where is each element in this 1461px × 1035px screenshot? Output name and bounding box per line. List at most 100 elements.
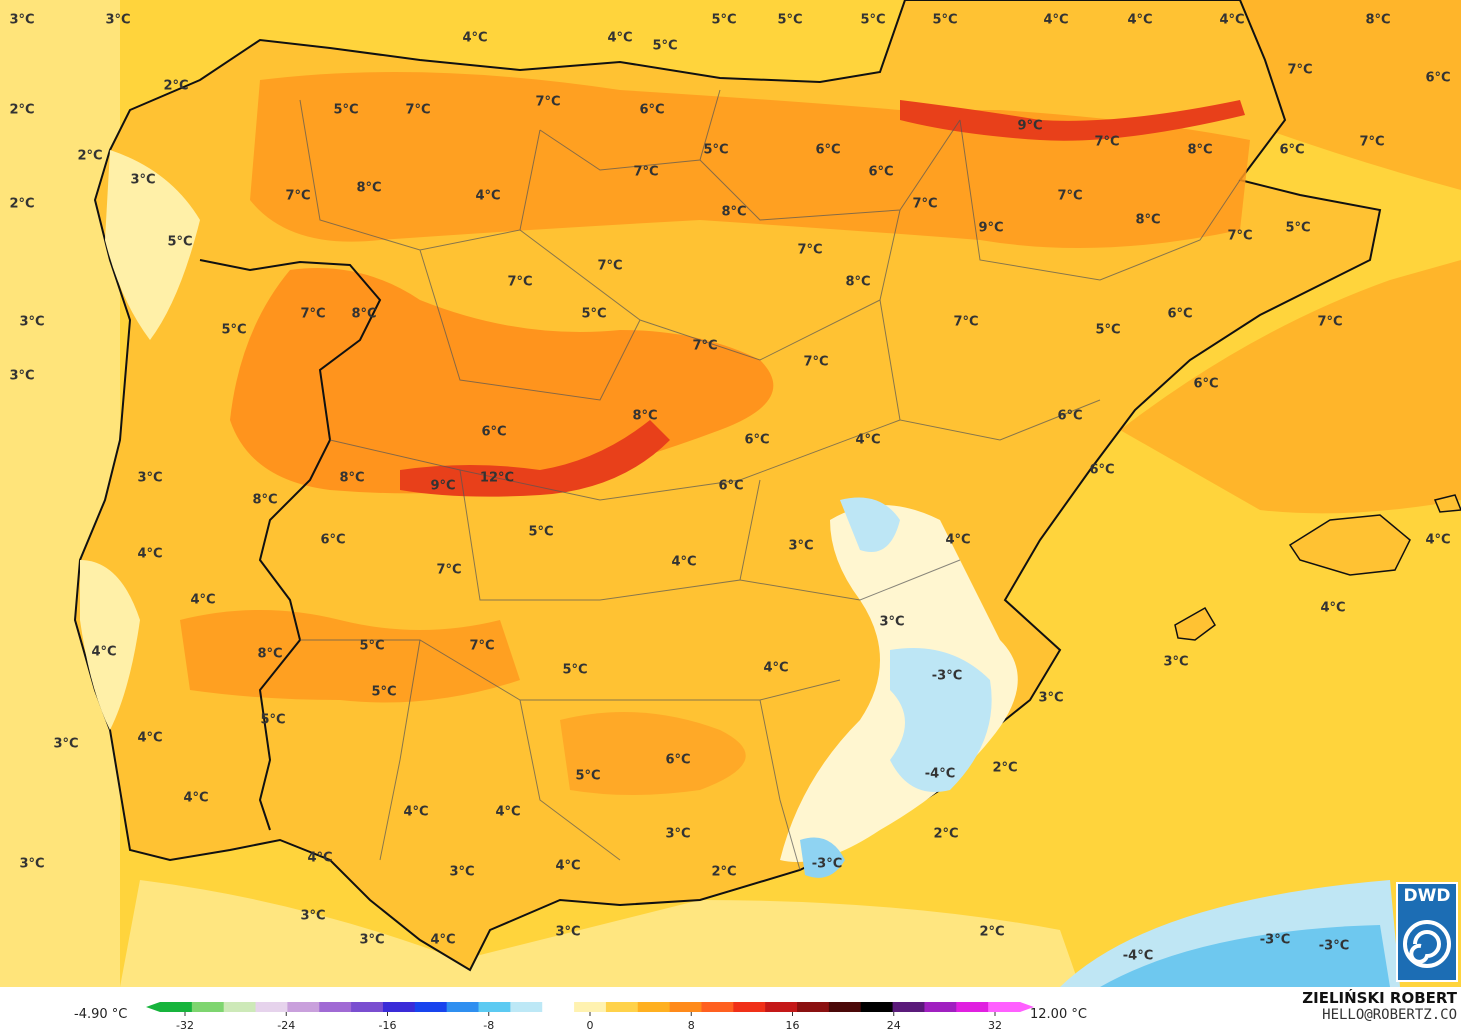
temperature-label: 7°C [1094,134,1120,150]
atlantic-sea [0,0,120,987]
temperature-label: 3°C [1163,654,1189,670]
temperature-label: 9°C [978,220,1004,236]
temperature-label: 9°C [430,478,456,494]
temperature-label: 8°C [252,492,278,508]
colorbar-segment [860,1002,894,1012]
temperature-label: 4°C [430,932,456,948]
temperature-label: 4°C [462,30,488,46]
temperature-label: 4°C [137,730,163,746]
cool-zone-galicia-coast [105,150,200,340]
temperature-label: 7°C [597,258,623,274]
colorbar-segment [733,1002,766,1012]
colorbar-max-arrow [1020,1002,1034,1012]
colorbar-segment [287,1002,320,1012]
temperature-label: 8°C [339,470,365,486]
temperature-label: 7°C [692,338,718,354]
cold-patch-valencia [840,497,900,552]
temperature-label: 3°C [19,314,45,330]
temperature-label: 3°C [9,368,35,384]
temperature-label: 6°C [1193,376,1219,392]
temperature-label: 6°C [320,532,346,548]
temperature-label: 7°C [1057,188,1083,204]
colorbar-tick-label: -8 [483,1019,494,1032]
temperature-label: 2°C [979,924,1005,940]
temperature-label: 8°C [721,204,747,220]
temperature-label: 8°C [1365,12,1391,28]
temperature-label: 7°C [469,638,495,654]
temperature-label: 7°C [797,242,823,258]
temperature-label: -3°C [931,668,963,684]
temperature-label: 3°C [19,856,45,872]
colorbar-segment [574,1002,607,1012]
temperature-label: 7°C [285,188,311,204]
regional-borders [299,89,1241,871]
temperature-label: 2°C [933,826,959,842]
colorbar-segment [382,1002,416,1012]
temperature-label: 7°C [1287,62,1313,78]
colorbar-segment [765,1002,798,1012]
temperature-label: 3°C [137,470,163,486]
menorca [1433,494,1461,513]
colorbar-segment [510,1002,543,1012]
temperature-label: 7°C [633,164,659,180]
colorbar-segment [956,1002,989,1012]
colorbar-segment [605,1002,639,1012]
temperature-label: 4°C [1043,12,1069,28]
temperature-label: 7°C [300,306,326,322]
temperature-label: 8°C [1187,142,1213,158]
temperature-label: 6°C [868,164,894,180]
temperature-label: 7°C [436,562,462,578]
ibiza [1174,606,1216,641]
colorbar-segment [701,1002,734,1012]
temperature-label: 5°C [528,524,554,540]
temperature-label: 2°C [9,102,35,118]
temperature-label: 4°C [763,660,789,676]
temperature-label: 6°C [639,102,665,118]
temperature-label: 8°C [845,274,871,290]
temperature-label: 5°C [260,712,286,728]
temperature-label: 7°C [1359,134,1385,150]
temperature-label: 5°C [703,142,729,158]
temperature-label: 3°C [300,908,326,924]
temperature-label: 3°C [879,614,905,630]
temperature-label: 7°C [405,102,431,118]
colorbar-segment [542,1002,575,1012]
temperature-label: 3°C [788,538,814,554]
colorbar-tick-label: 24 [887,1019,901,1032]
temperature-label: 4°C [1425,532,1451,548]
temperature-label: 5°C [359,638,385,654]
temperature-label: 6°C [744,432,770,448]
temperature-label: 5°C [932,12,958,28]
dwd-logo: DWD [1396,882,1458,982]
colorbar-tick-label: 32 [988,1019,1002,1032]
temperature-label: 6°C [1167,306,1193,322]
temperature-label: 3°C [665,826,691,842]
temperature-label: -3°C [1318,938,1350,954]
colorbar-segment [637,1002,671,1012]
colorbar-min-arrow [146,1002,160,1012]
temperature-label: 2°C [77,148,103,164]
cold-patch-murcia [890,648,992,792]
temperature-label: 7°C [912,196,938,212]
legend-min-value: -4.90 °C [74,1007,128,1022]
temperature-label: -4°C [1122,948,1154,964]
temperature-label: 5°C [777,12,803,28]
temperature-label: 5°C [860,12,886,28]
temperature-label: 4°C [495,804,521,820]
hot-band-central [400,420,670,497]
temperature-label: 5°C [575,768,601,784]
author-credit: ZIELIŃSKI ROBERT [1302,989,1457,1007]
temperature-label: 7°C [1317,314,1343,330]
colorbar-segment [478,1002,511,1012]
hot-band-north [900,100,1245,141]
colorbar-tick-label: 8 [688,1019,695,1032]
temperature-label: 8°C [632,408,658,424]
temperature-label: 5°C [652,38,678,54]
temperature-label: 7°C [535,94,561,110]
temperature-label: 3°C [130,172,156,188]
mallorca [1288,514,1411,576]
temperature-label: 4°C [945,532,971,548]
border-spain-portugal [199,259,382,831]
alboran-sea [120,880,1080,987]
temperature-label: 4°C [91,644,117,660]
